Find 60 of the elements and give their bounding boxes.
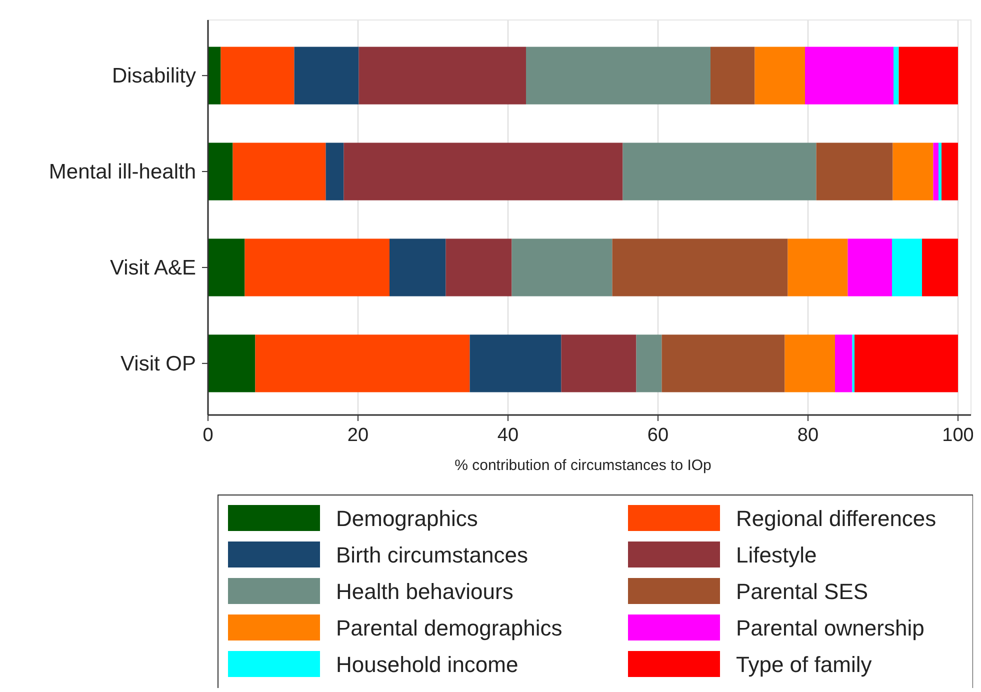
bar (636, 334, 662, 392)
bar (358, 46, 526, 104)
x-tick-label: 0 (202, 425, 214, 446)
bar (816, 142, 893, 200)
bar (784, 334, 835, 392)
bar (898, 46, 958, 104)
bar (933, 142, 938, 200)
legend-label: Regional differences (736, 506, 936, 531)
bar (892, 142, 934, 200)
legend-label: Lifestyle (736, 542, 817, 568)
x-tick-label: 60 (647, 425, 669, 446)
x-axis-title: % contribution of circumstances to IOp (454, 457, 712, 474)
bar (938, 142, 942, 200)
x-tick-label: 20 (347, 425, 369, 446)
bar (526, 46, 710, 104)
bar (854, 334, 958, 392)
bar (470, 334, 562, 392)
bar (294, 46, 359, 104)
legend-label: Household income (336, 652, 518, 677)
legend-label: Birth circumstances (336, 542, 528, 568)
bar (244, 238, 390, 296)
bar (344, 142, 623, 200)
legend-label: Type of family (736, 652, 872, 677)
x-tick-label: 40 (497, 425, 519, 446)
bar (232, 142, 326, 200)
legend-label: Parental demographics (336, 616, 562, 640)
bar (942, 142, 958, 200)
bar (208, 238, 245, 296)
bar (622, 142, 816, 200)
bar (561, 334, 636, 392)
bar (894, 46, 899, 104)
bar (848, 238, 892, 296)
bar (710, 46, 755, 104)
bar (754, 46, 805, 104)
bar (208, 142, 233, 200)
bar (612, 238, 788, 296)
y-tick-label: Mental ill-health (48, 160, 196, 184)
y-tick-label: Visit A&E (110, 256, 196, 280)
bar (326, 142, 344, 200)
y-tick-label: Disability (112, 64, 196, 88)
bar (922, 238, 958, 296)
legend-label: Demographics (336, 506, 478, 531)
x-tick-label: 80 (797, 425, 819, 446)
bar (835, 334, 852, 392)
legend-label: Health behaviours (336, 579, 514, 604)
bar (805, 46, 894, 104)
bar (208, 46, 221, 104)
bar (512, 238, 612, 296)
bar (208, 334, 256, 392)
bar (220, 46, 294, 104)
bar (255, 334, 470, 392)
bar (390, 238, 446, 296)
x-tick-label: 100 (942, 425, 974, 446)
bar (892, 238, 922, 296)
legend-label: Parental SES (736, 579, 868, 604)
legend-label: Parental ownership (736, 616, 924, 640)
bar (446, 238, 512, 296)
bar (662, 334, 785, 392)
y-tick-label: Visit OP (120, 352, 196, 376)
bar (788, 238, 848, 296)
